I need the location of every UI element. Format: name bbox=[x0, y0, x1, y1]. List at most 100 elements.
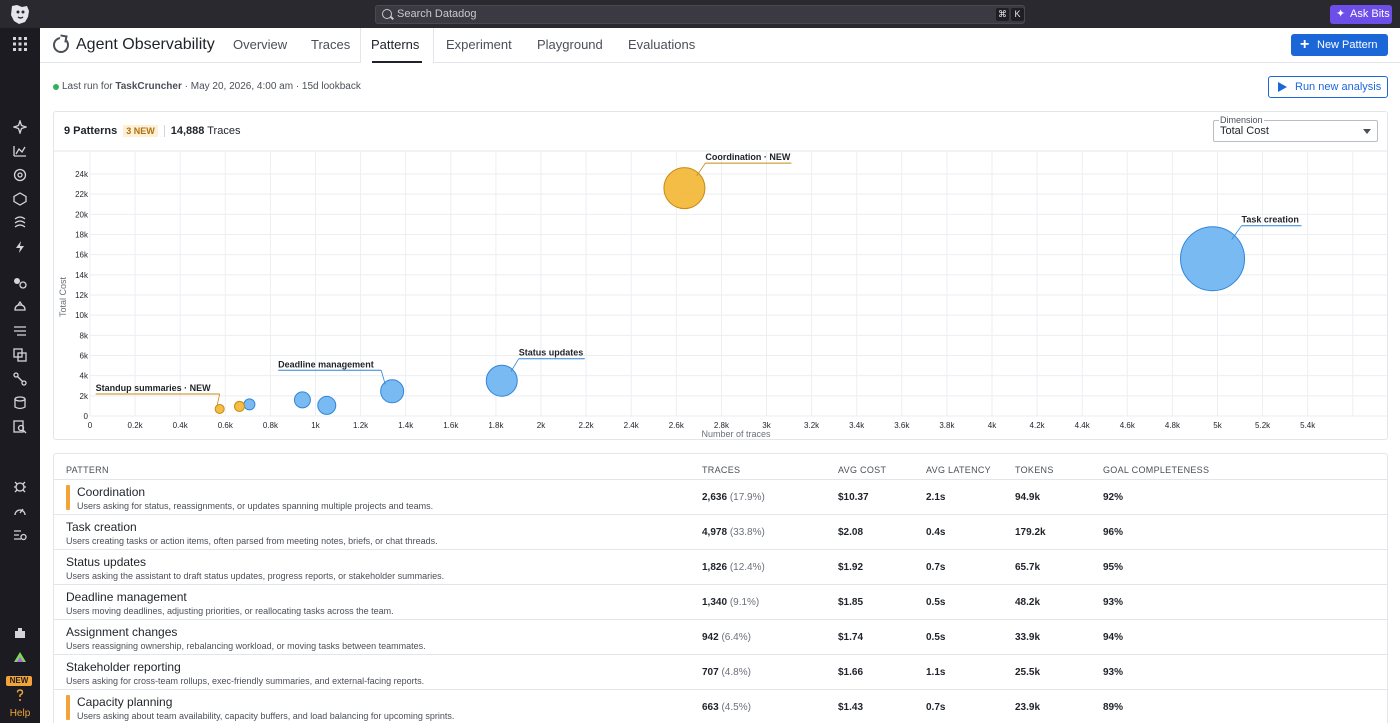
list-icon[interactable] bbox=[12, 323, 28, 339]
bubble-point[interactable] bbox=[663, 167, 706, 210]
summary-divider bbox=[163, 125, 165, 138]
header-traces[interactable]: TRACES bbox=[702, 465, 741, 475]
tab-traces[interactable]: Traces bbox=[311, 37, 351, 52]
last-run-status: Last run for TaskCruncher · May 20, 2026… bbox=[62, 81, 361, 92]
help-icon[interactable] bbox=[12, 687, 28, 703]
traces-cell: 707 (4.8%) bbox=[702, 667, 751, 678]
goal-completeness-cell: 93% bbox=[1103, 667, 1124, 678]
dashboards-icon[interactable] bbox=[12, 143, 28, 159]
trace-count-label: Traces bbox=[207, 125, 241, 137]
x-tick-label: 2.6k bbox=[669, 421, 685, 430]
header-pattern[interactable]: PATTERN bbox=[66, 465, 109, 475]
avg-cost-cell: $1.43 bbox=[838, 702, 864, 713]
label-leader-line bbox=[380, 370, 386, 385]
top-bar: Search Datadog ⌘ K ✦ Ask Bits bbox=[0, 0, 1400, 28]
search-doc-icon[interactable] bbox=[12, 419, 28, 435]
traces-cell: 2,636 (17.9%) bbox=[702, 492, 765, 503]
x-axis-label: Number of traces bbox=[701, 429, 771, 439]
x-tick-label: 3.8k bbox=[939, 421, 955, 430]
datadog-icon[interactable] bbox=[12, 649, 28, 665]
tab-playground[interactable]: Playground bbox=[537, 37, 603, 52]
table-row[interactable]: Deadline management Users moving deadline… bbox=[54, 584, 1387, 619]
infrastructure-icon[interactable] bbox=[12, 299, 28, 315]
avg-cost-cell: $1.85 bbox=[838, 597, 864, 608]
bubble-point[interactable] bbox=[485, 364, 518, 397]
bubble-point[interactable] bbox=[1180, 226, 1246, 292]
trace-count: 14,888 bbox=[170, 125, 205, 137]
x-tick-label: 2.2k bbox=[579, 421, 595, 430]
tab-overview[interactable]: Overview bbox=[233, 37, 288, 52]
header-goal-completeness[interactable]: GOAL COMPLETENESS bbox=[1103, 465, 1210, 475]
bolt-icon[interactable] bbox=[12, 239, 28, 255]
x-tick-label: 0 bbox=[88, 421, 93, 430]
goal-completeness-cell: 96% bbox=[1103, 527, 1124, 538]
pattern-description: Users asking for cross-team rollups, exe… bbox=[66, 676, 425, 686]
label-leader-line bbox=[1231, 225, 1242, 240]
bubble-point[interactable] bbox=[234, 400, 246, 412]
active-tab-background bbox=[360, 28, 434, 63]
security-icon[interactable] bbox=[12, 275, 28, 291]
bubble-point[interactable] bbox=[293, 391, 311, 409]
tab-evaluations[interactable]: Evaluations bbox=[628, 37, 696, 52]
bubble-label: Standup summaries · NEW bbox=[96, 383, 212, 393]
search-input[interactable]: Search Datadog ⌘ K bbox=[375, 5, 1025, 24]
tab-experiment[interactable]: Experiment bbox=[446, 37, 512, 52]
avg-cost-cell: $1.66 bbox=[838, 667, 864, 678]
pattern-description: Users moving deadlines, adjusting priori… bbox=[66, 606, 394, 616]
y-tick-label: 14k bbox=[75, 271, 89, 280]
traces-cell: 942 (6.4%) bbox=[702, 632, 751, 643]
bug-icon[interactable] bbox=[12, 479, 28, 495]
avg-latency-cell: 0.7s bbox=[926, 702, 946, 713]
table-row[interactable]: Capacity planning Users asking about team… bbox=[54, 689, 1387, 723]
bubble-point[interactable] bbox=[243, 398, 256, 411]
pattern-count: 9 Patterns bbox=[64, 125, 118, 137]
x-tick-label: 1k bbox=[311, 421, 320, 430]
x-tick-label: 0.8k bbox=[263, 421, 279, 430]
table-row[interactable]: Task creation Users creating tasks or act… bbox=[54, 514, 1387, 549]
table-row[interactable]: Assignment changes Users reassigning owne… bbox=[54, 619, 1387, 654]
bubble-point[interactable] bbox=[317, 395, 337, 415]
table-row[interactable]: Status updates Users asking the assistant… bbox=[54, 549, 1387, 584]
new-pattern-button[interactable]: + New Pattern bbox=[1291, 34, 1388, 56]
header-tokens[interactable]: TOKENS bbox=[1015, 465, 1054, 475]
label-leader-line bbox=[696, 162, 706, 177]
y-tick-label: 0 bbox=[84, 412, 89, 421]
logs-icon[interactable] bbox=[12, 215, 28, 231]
play-icon bbox=[1278, 82, 1287, 92]
apm-icon[interactable] bbox=[12, 191, 28, 207]
ask-bits-button[interactable]: ✦ Ask Bits bbox=[1330, 5, 1392, 24]
datadog-logo-icon[interactable] bbox=[8, 3, 32, 25]
watchdog-icon[interactable] bbox=[12, 167, 28, 183]
pattern-name: Assignment changes bbox=[66, 625, 178, 639]
tokens-cell: 33.9k bbox=[1015, 632, 1041, 643]
rum-icon[interactable] bbox=[12, 503, 28, 519]
table-row[interactable]: Coordination Users asking for status, rea… bbox=[54, 479, 1387, 514]
x-tick-label: 4.8k bbox=[1165, 421, 1181, 430]
table-row[interactable]: Stakeholder reporting Users asking for cr… bbox=[54, 654, 1387, 689]
traces-percent: (6.4%) bbox=[721, 632, 751, 643]
label-leader-line bbox=[510, 358, 520, 372]
traces-percent: (4.5%) bbox=[721, 702, 751, 713]
synthetics-icon[interactable] bbox=[12, 347, 28, 363]
help-label[interactable]: Help bbox=[9, 708, 31, 719]
integrations-icon[interactable] bbox=[12, 625, 28, 641]
pattern-description: Users creating tasks or action items, of… bbox=[66, 536, 438, 546]
sparkle-icon[interactable] bbox=[12, 119, 28, 135]
y-tick-label: 10k bbox=[75, 311, 89, 320]
bubble-point[interactable] bbox=[380, 379, 405, 404]
tab-patterns[interactable]: Patterns bbox=[371, 37, 420, 52]
run-new-analysis-button[interactable]: Run new analysis bbox=[1268, 76, 1388, 98]
goal-completeness-cell: 89% bbox=[1103, 702, 1124, 713]
bubble-point[interactable] bbox=[214, 403, 225, 414]
avg-latency-cell: 2.1s bbox=[926, 492, 946, 503]
y-tick-label: 8k bbox=[80, 331, 89, 340]
apps-grid-icon[interactable] bbox=[12, 36, 28, 52]
network-icon[interactable] bbox=[12, 371, 28, 387]
database-icon[interactable] bbox=[12, 395, 28, 411]
label-leader-line bbox=[216, 393, 221, 407]
dimension-select[interactable]: Total Cost bbox=[1213, 120, 1378, 142]
header-avg-latency[interactable]: AVG LATENCY bbox=[926, 465, 991, 475]
ci-icon[interactable] bbox=[12, 527, 28, 543]
header-avg-cost[interactable]: AVG COST bbox=[838, 465, 887, 475]
run-analysis-label: Run new analysis bbox=[1295, 81, 1382, 93]
